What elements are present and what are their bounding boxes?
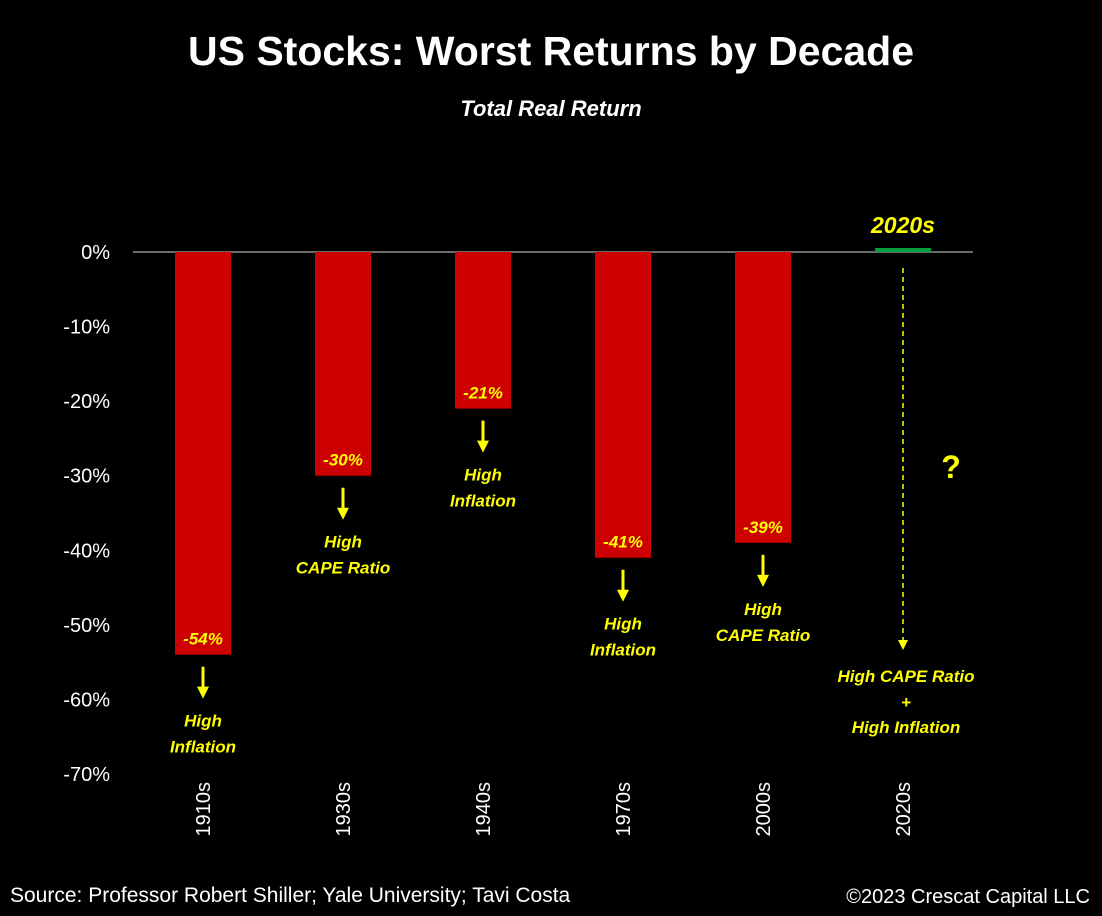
bar (875, 248, 931, 252)
y-tick-label: 0% (81, 242, 110, 264)
y-tick-label: -20% (63, 391, 110, 413)
annotation-text: Inflation (170, 738, 236, 757)
x-tick-label: 1910s (193, 782, 215, 837)
copyright-note: ©2023 Crescat Capital LLC (846, 886, 1090, 908)
current-decade-label: 2020s (870, 212, 935, 238)
data-label: -41% (603, 533, 643, 552)
data-label: -30% (323, 451, 363, 470)
chart-subtitle: Total Real Return (460, 96, 642, 121)
dashed-arrow-head-icon (898, 640, 908, 650)
question-mark: ? (941, 449, 961, 485)
down-arrow-head-icon (337, 507, 349, 520)
data-label: -39% (743, 518, 783, 537)
bar (315, 252, 371, 476)
down-arrow-head-icon (617, 589, 629, 602)
bar (455, 252, 511, 409)
x-tick-label: 1930s (333, 782, 355, 837)
annotation-text: CAPE Ratio (296, 559, 390, 578)
chart-title: US Stocks: Worst Returns by Decade (187, 28, 915, 74)
annotation-text: + (901, 693, 911, 712)
annotation-text: High (744, 600, 782, 619)
annotation-text: Inflation (590, 641, 656, 660)
annotation-text: High CAPE Ratio (838, 667, 975, 686)
down-arrow-head-icon (477, 440, 489, 453)
annotation-text: High (184, 712, 222, 731)
y-tick-label: -10% (63, 317, 110, 339)
annotation-text: High (464, 466, 502, 485)
y-tick-label: -70% (63, 764, 110, 786)
annotation-text: High (324, 533, 362, 552)
x-tick-label: 2020s (893, 782, 915, 837)
annotation-text: CAPE Ratio (716, 626, 810, 645)
source-note: Source: Professor Robert Shiller; Yale U… (10, 884, 571, 907)
y-tick-label: -60% (63, 689, 110, 711)
bar (735, 252, 791, 543)
data-label: -21% (463, 384, 503, 403)
y-tick-label: -30% (63, 466, 110, 488)
x-tick-label: 1940s (473, 782, 495, 837)
data-label: -54% (183, 630, 223, 649)
bar (595, 252, 651, 558)
y-tick-label: -40% (63, 540, 110, 562)
down-arrow-head-icon (197, 686, 209, 699)
down-arrow-head-icon (757, 574, 769, 587)
x-tick-label: 2000s (753, 782, 775, 837)
annotation-text: High (604, 615, 642, 634)
annotation-text: High Inflation (852, 718, 961, 737)
annotation-text: Inflation (450, 492, 516, 511)
x-tick-label: 1970s (613, 782, 635, 837)
bar (175, 252, 231, 655)
y-tick-label: -50% (63, 615, 110, 637)
